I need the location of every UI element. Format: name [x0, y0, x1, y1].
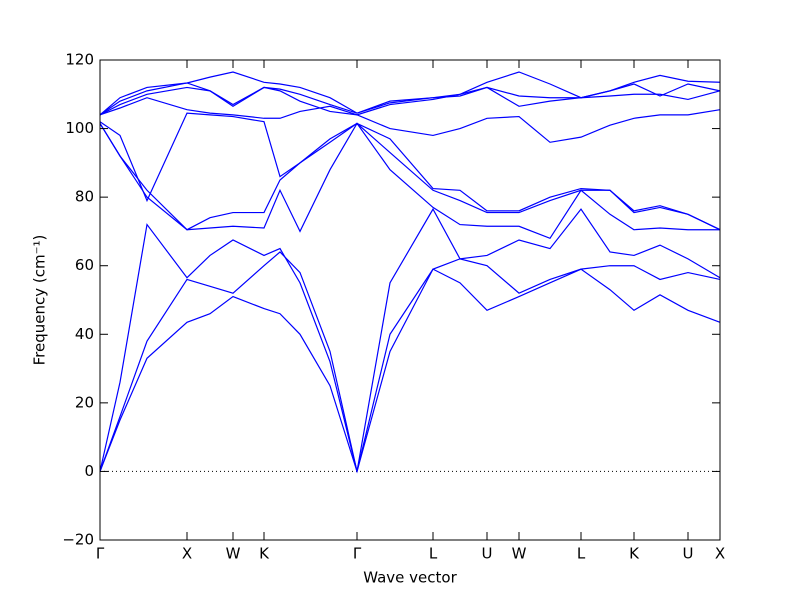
band-line	[99, 122, 720, 240]
x-tick-label: U	[683, 545, 694, 563]
x-tick-label: K	[629, 545, 640, 563]
band-line	[99, 268, 721, 474]
y-tick-label: 60	[75, 256, 94, 274]
band-line	[99, 71, 721, 116]
band-line	[99, 97, 721, 143]
y-tick-label: 120	[65, 51, 94, 69]
band-line	[99, 207, 721, 472]
y-tick-label: 80	[75, 188, 94, 206]
x-tick-label: K	[259, 545, 270, 563]
x-tick-label: L	[429, 545, 438, 563]
y-tick-label: 0	[84, 462, 94, 480]
band-line	[99, 251, 721, 472]
y-axis-label: Frequency (cm⁻¹)	[31, 235, 49, 366]
x-axis-label: Wave vector	[363, 569, 457, 587]
y-tick-label: 100	[65, 119, 94, 137]
x-tick-label: L	[577, 545, 586, 563]
y-tick-label: −20	[62, 531, 94, 549]
band-line	[99, 112, 721, 231]
x-tick-label: U	[482, 545, 493, 563]
band-line	[99, 86, 721, 116]
x-tick-label: Γ	[96, 545, 105, 563]
band-line	[99, 122, 721, 231]
y-tick-label: 40	[75, 325, 94, 343]
x-tick-label: Γ	[353, 545, 362, 563]
x-tick-label: W	[512, 545, 527, 563]
x-tick-label: X	[715, 545, 725, 563]
x-tick-label: X	[182, 545, 192, 563]
plot-frame	[99, 59, 721, 541]
x-tick-label: W	[226, 545, 241, 563]
y-tick-label: 20	[75, 393, 94, 411]
